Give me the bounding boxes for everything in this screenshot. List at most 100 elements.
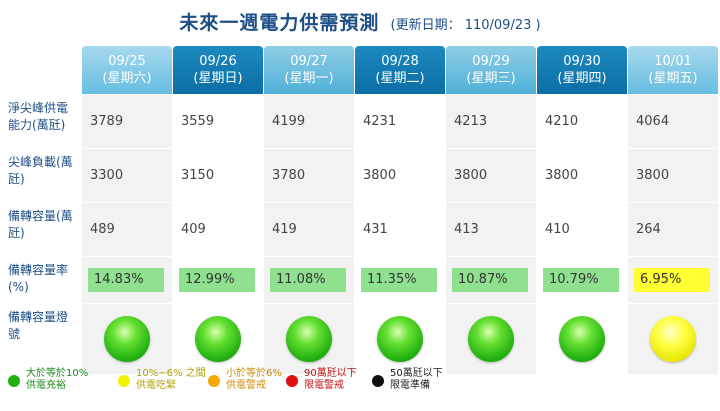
reserve-cell: 413 [446, 203, 536, 256]
reserve-cell: 431 [355, 203, 445, 256]
date-header: 09/30 (星期四) [537, 46, 627, 94]
weekday-label: (星期三) [466, 71, 516, 86]
reserve-rate-cell: 10.79% [537, 257, 627, 303]
legend-item: 小於等於6% 供電警戒 [208, 368, 296, 392]
row-label-reserve: 備轉容量(萬瓩) [6, 203, 81, 256]
legend-item: 10%~6% 之間 供電吃緊 [118, 368, 206, 392]
status-light-cell [628, 304, 718, 374]
peak-load-cell: 3800 [446, 149, 536, 202]
peak-load-cell: 3300 [82, 149, 172, 202]
date-label: 09/27 [290, 54, 328, 69]
reserve-rate-value: 12.99% [179, 268, 255, 292]
legend-dot-icon [286, 375, 298, 387]
peak-load-cell: 3150 [173, 149, 263, 202]
reserve-rate-value: 11.35% [361, 268, 437, 292]
reserve-rate-value: 6.95% [634, 268, 710, 292]
legend-text: 小於等於6% 供電警戒 [226, 368, 296, 392]
row-label-light: 備轉容量燈號 [6, 304, 81, 374]
reserve-rate-value: 10.79% [543, 268, 619, 292]
status-light-cell [355, 304, 445, 374]
date-label: 09/25 [108, 54, 146, 69]
legend-text: 大於等於10% 供電充裕 [26, 368, 96, 392]
page-title: 未來一週電力供需預測 [179, 12, 380, 34]
supply-cell: 4199 [264, 95, 354, 148]
supply-cell: 4213 [446, 95, 536, 148]
legend-text: 50萬瓩以下 限電準備 [390, 368, 460, 392]
green-light-icon [468, 316, 514, 362]
legend-line1: 10%~6% 之間 [136, 368, 206, 379]
date-header: 09/27 (星期一) [264, 46, 354, 94]
supply-cell: 4231 [355, 95, 445, 148]
legend-dot-icon [118, 375, 130, 387]
reserve-rate-cell: 10.87% [446, 257, 536, 303]
date-label: 10/01 [654, 54, 692, 69]
table-corner [6, 46, 81, 94]
peak-load-cell: 3800 [355, 149, 445, 202]
legend-line2: 限電警戒 [304, 380, 344, 391]
green-light-icon [286, 316, 332, 362]
reserve-rate-value: 10.87% [452, 268, 528, 292]
green-light-icon [377, 316, 423, 362]
date-label: 09/30 [563, 54, 601, 69]
legend-line1: 50萬瓩以下 [390, 368, 443, 379]
weekday-label: (星期四) [557, 71, 607, 86]
legend-dot-icon [372, 375, 384, 387]
legend-line2: 供電充裕 [26, 380, 66, 391]
supply-cell: 4210 [537, 95, 627, 148]
legend-item: 90萬瓩以下 限電警戒 [286, 368, 374, 392]
legend-item: 大於等於10% 供電充裕 [8, 368, 96, 392]
legend-line1: 90萬瓩以下 [304, 368, 357, 379]
page-header: 未來一週電力供需預測 (更新日期： 110/09/23 ) [0, 8, 720, 35]
legend-line1: 小於等於6% [226, 368, 282, 379]
date-header: 09/26 (星期日) [173, 46, 263, 94]
date-header: 09/25 (星期六) [82, 46, 172, 94]
legend-item: 50萬瓩以下 限電準備 [372, 368, 460, 392]
peak-load-cell: 3800 [537, 149, 627, 202]
light-legend: 大於等於10% 供電充裕 10%~6% 之間 供電吃緊 小於等於6% 供電警戒 90萬瓩以下… [8, 368, 708, 402]
status-light-cell [537, 304, 627, 374]
green-light-icon [104, 316, 150, 362]
legend-line2: 限電準備 [390, 380, 430, 391]
row-label-peak-load: 尖峰負載(萬瓩) [6, 149, 81, 202]
reserve-rate-cell: 6.95% [628, 257, 718, 303]
weekday-label: (星期日) [193, 71, 243, 86]
reserve-cell: 419 [264, 203, 354, 256]
weekday-label: (星期一) [284, 71, 334, 86]
row-label-reserve-rate: 備轉容量率(%) [6, 257, 81, 303]
legend-line1: 大於等於10% [26, 368, 89, 379]
reserve-cell: 489 [82, 203, 172, 256]
legend-line2: 供電警戒 [226, 380, 266, 391]
date-label: 09/26 [199, 54, 237, 69]
status-light-cell [264, 304, 354, 374]
peak-load-cell: 3800 [628, 149, 718, 202]
supply-cell: 4064 [628, 95, 718, 148]
green-light-icon [559, 316, 605, 362]
legend-dot-icon [208, 375, 220, 387]
status-light-cell [173, 304, 263, 374]
peak-load-cell: 3780 [264, 149, 354, 202]
update-date: (更新日期： 110/09/23 ) [390, 18, 541, 33]
row-label-supply: 淨尖峰供電能力(萬瓩) [6, 95, 81, 148]
reserve-cell: 410 [537, 203, 627, 256]
supply-cell: 3559 [173, 95, 263, 148]
legend-text: 90萬瓩以下 限電警戒 [304, 368, 374, 392]
date-label: 09/29 [472, 54, 510, 69]
weekday-label: (星期六) [102, 71, 152, 86]
reserve-rate-cell: 11.08% [264, 257, 354, 303]
weekday-label: (星期五) [648, 71, 698, 86]
date-header: 10/01 (星期五) [628, 46, 718, 94]
reserve-rate-cell: 14.83% [82, 257, 172, 303]
supply-cell: 3789 [82, 95, 172, 148]
weekday-label: (星期二) [375, 71, 425, 86]
status-light-cell [82, 304, 172, 374]
reserve-rate-value: 14.83% [88, 268, 164, 292]
legend-dot-icon [8, 375, 20, 387]
status-light-cell [446, 304, 536, 374]
date-label: 09/28 [381, 54, 419, 69]
legend-line2: 供電吃緊 [136, 380, 176, 391]
yellow-light-icon [650, 316, 696, 362]
green-light-icon [195, 316, 241, 362]
forecast-table: 09/25 (星期六) 09/26 (星期日) 09/27 (星期一) 09/28 (星期二)… [6, 46, 718, 374]
reserve-rate-value: 11.08% [270, 268, 346, 292]
reserve-cell: 409 [173, 203, 263, 256]
